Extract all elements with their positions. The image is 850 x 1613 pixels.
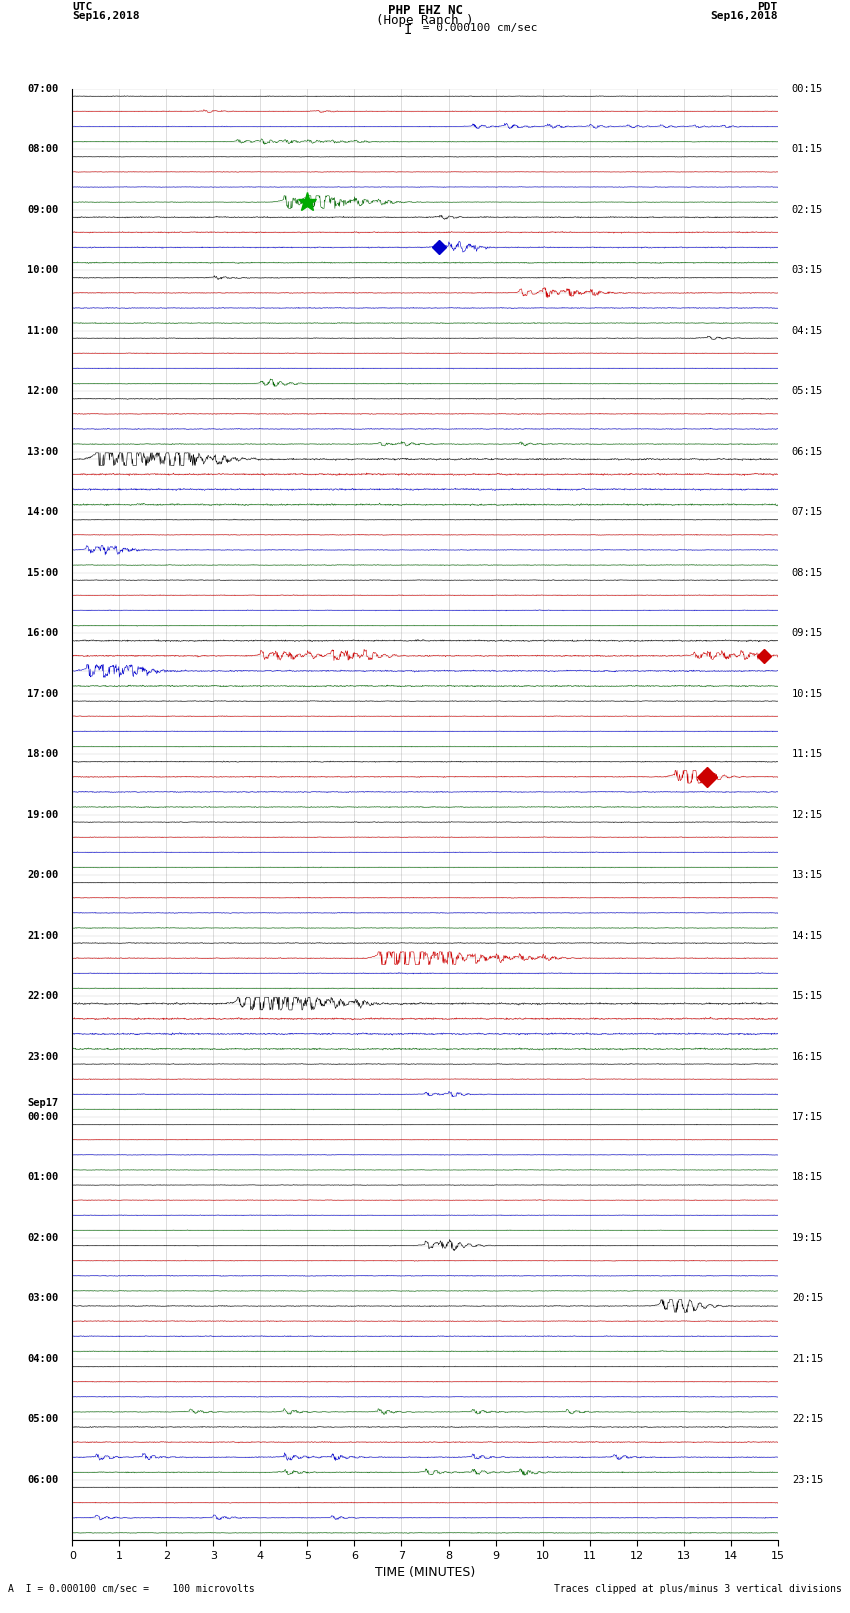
Text: 22:00: 22:00 <box>27 990 58 1002</box>
Text: 18:00: 18:00 <box>27 748 58 760</box>
Text: 09:15: 09:15 <box>792 627 823 639</box>
Text: 02:15: 02:15 <box>792 205 823 215</box>
Text: 10:00: 10:00 <box>27 265 58 276</box>
Text: (Hope Ranch ): (Hope Ranch ) <box>377 13 473 27</box>
Text: 18:15: 18:15 <box>792 1173 823 1182</box>
Text: 19:00: 19:00 <box>27 810 58 819</box>
Text: PHP EHZ NC: PHP EHZ NC <box>388 5 462 18</box>
Text: PDT: PDT <box>757 3 778 13</box>
Text: 01:15: 01:15 <box>792 144 823 155</box>
Text: 14:00: 14:00 <box>27 506 58 518</box>
Text: 04:00: 04:00 <box>27 1353 58 1365</box>
Text: 23:15: 23:15 <box>792 1474 823 1486</box>
Text: 15:15: 15:15 <box>792 990 823 1002</box>
Text: Traces clipped at plus/minus 3 vertical divisions: Traces clipped at plus/minus 3 vertical … <box>553 1584 842 1594</box>
Text: 11:00: 11:00 <box>27 326 58 336</box>
Text: 12:00: 12:00 <box>27 386 58 397</box>
Text: 04:15: 04:15 <box>792 326 823 336</box>
Text: 16:15: 16:15 <box>792 1052 823 1061</box>
Text: 21:15: 21:15 <box>792 1353 823 1365</box>
Text: A  I = 0.000100 cm/sec =    100 microvolts: A I = 0.000100 cm/sec = 100 microvolts <box>8 1584 255 1594</box>
Text: 21:00: 21:00 <box>27 931 58 940</box>
Text: 00:15: 00:15 <box>792 84 823 94</box>
Text: Sep16,2018: Sep16,2018 <box>72 11 139 21</box>
Text: 06:00: 06:00 <box>27 1474 58 1486</box>
Text: 07:00: 07:00 <box>27 84 58 94</box>
Text: 05:00: 05:00 <box>27 1415 58 1424</box>
Text: 07:15: 07:15 <box>792 506 823 518</box>
Text: 03:00: 03:00 <box>27 1294 58 1303</box>
Text: Sep17: Sep17 <box>27 1098 58 1108</box>
Text: 11:15: 11:15 <box>792 748 823 760</box>
Text: 06:15: 06:15 <box>792 447 823 456</box>
Text: I: I <box>404 24 412 37</box>
Text: 10:15: 10:15 <box>792 689 823 698</box>
Text: Sep16,2018: Sep16,2018 <box>711 11 778 21</box>
Text: 19:15: 19:15 <box>792 1232 823 1244</box>
Text: 15:00: 15:00 <box>27 568 58 577</box>
Text: 17:00: 17:00 <box>27 689 58 698</box>
Text: = 0.000100 cm/sec: = 0.000100 cm/sec <box>416 24 538 34</box>
Text: 13:00: 13:00 <box>27 447 58 456</box>
Text: 20:15: 20:15 <box>792 1294 823 1303</box>
Text: 08:15: 08:15 <box>792 568 823 577</box>
Text: 22:15: 22:15 <box>792 1415 823 1424</box>
Text: 23:00: 23:00 <box>27 1052 58 1061</box>
Text: 03:15: 03:15 <box>792 265 823 276</box>
Text: 01:00: 01:00 <box>27 1173 58 1182</box>
Text: 00:00: 00:00 <box>27 1111 58 1123</box>
Text: 12:15: 12:15 <box>792 810 823 819</box>
Text: 20:00: 20:00 <box>27 869 58 881</box>
Text: 02:00: 02:00 <box>27 1232 58 1244</box>
Text: 09:00: 09:00 <box>27 205 58 215</box>
Text: 17:15: 17:15 <box>792 1111 823 1123</box>
Text: 16:00: 16:00 <box>27 627 58 639</box>
Text: 05:15: 05:15 <box>792 386 823 397</box>
X-axis label: TIME (MINUTES): TIME (MINUTES) <box>375 1566 475 1579</box>
Text: 13:15: 13:15 <box>792 869 823 881</box>
Text: UTC: UTC <box>72 3 93 13</box>
Text: 08:00: 08:00 <box>27 144 58 155</box>
Text: 14:15: 14:15 <box>792 931 823 940</box>
